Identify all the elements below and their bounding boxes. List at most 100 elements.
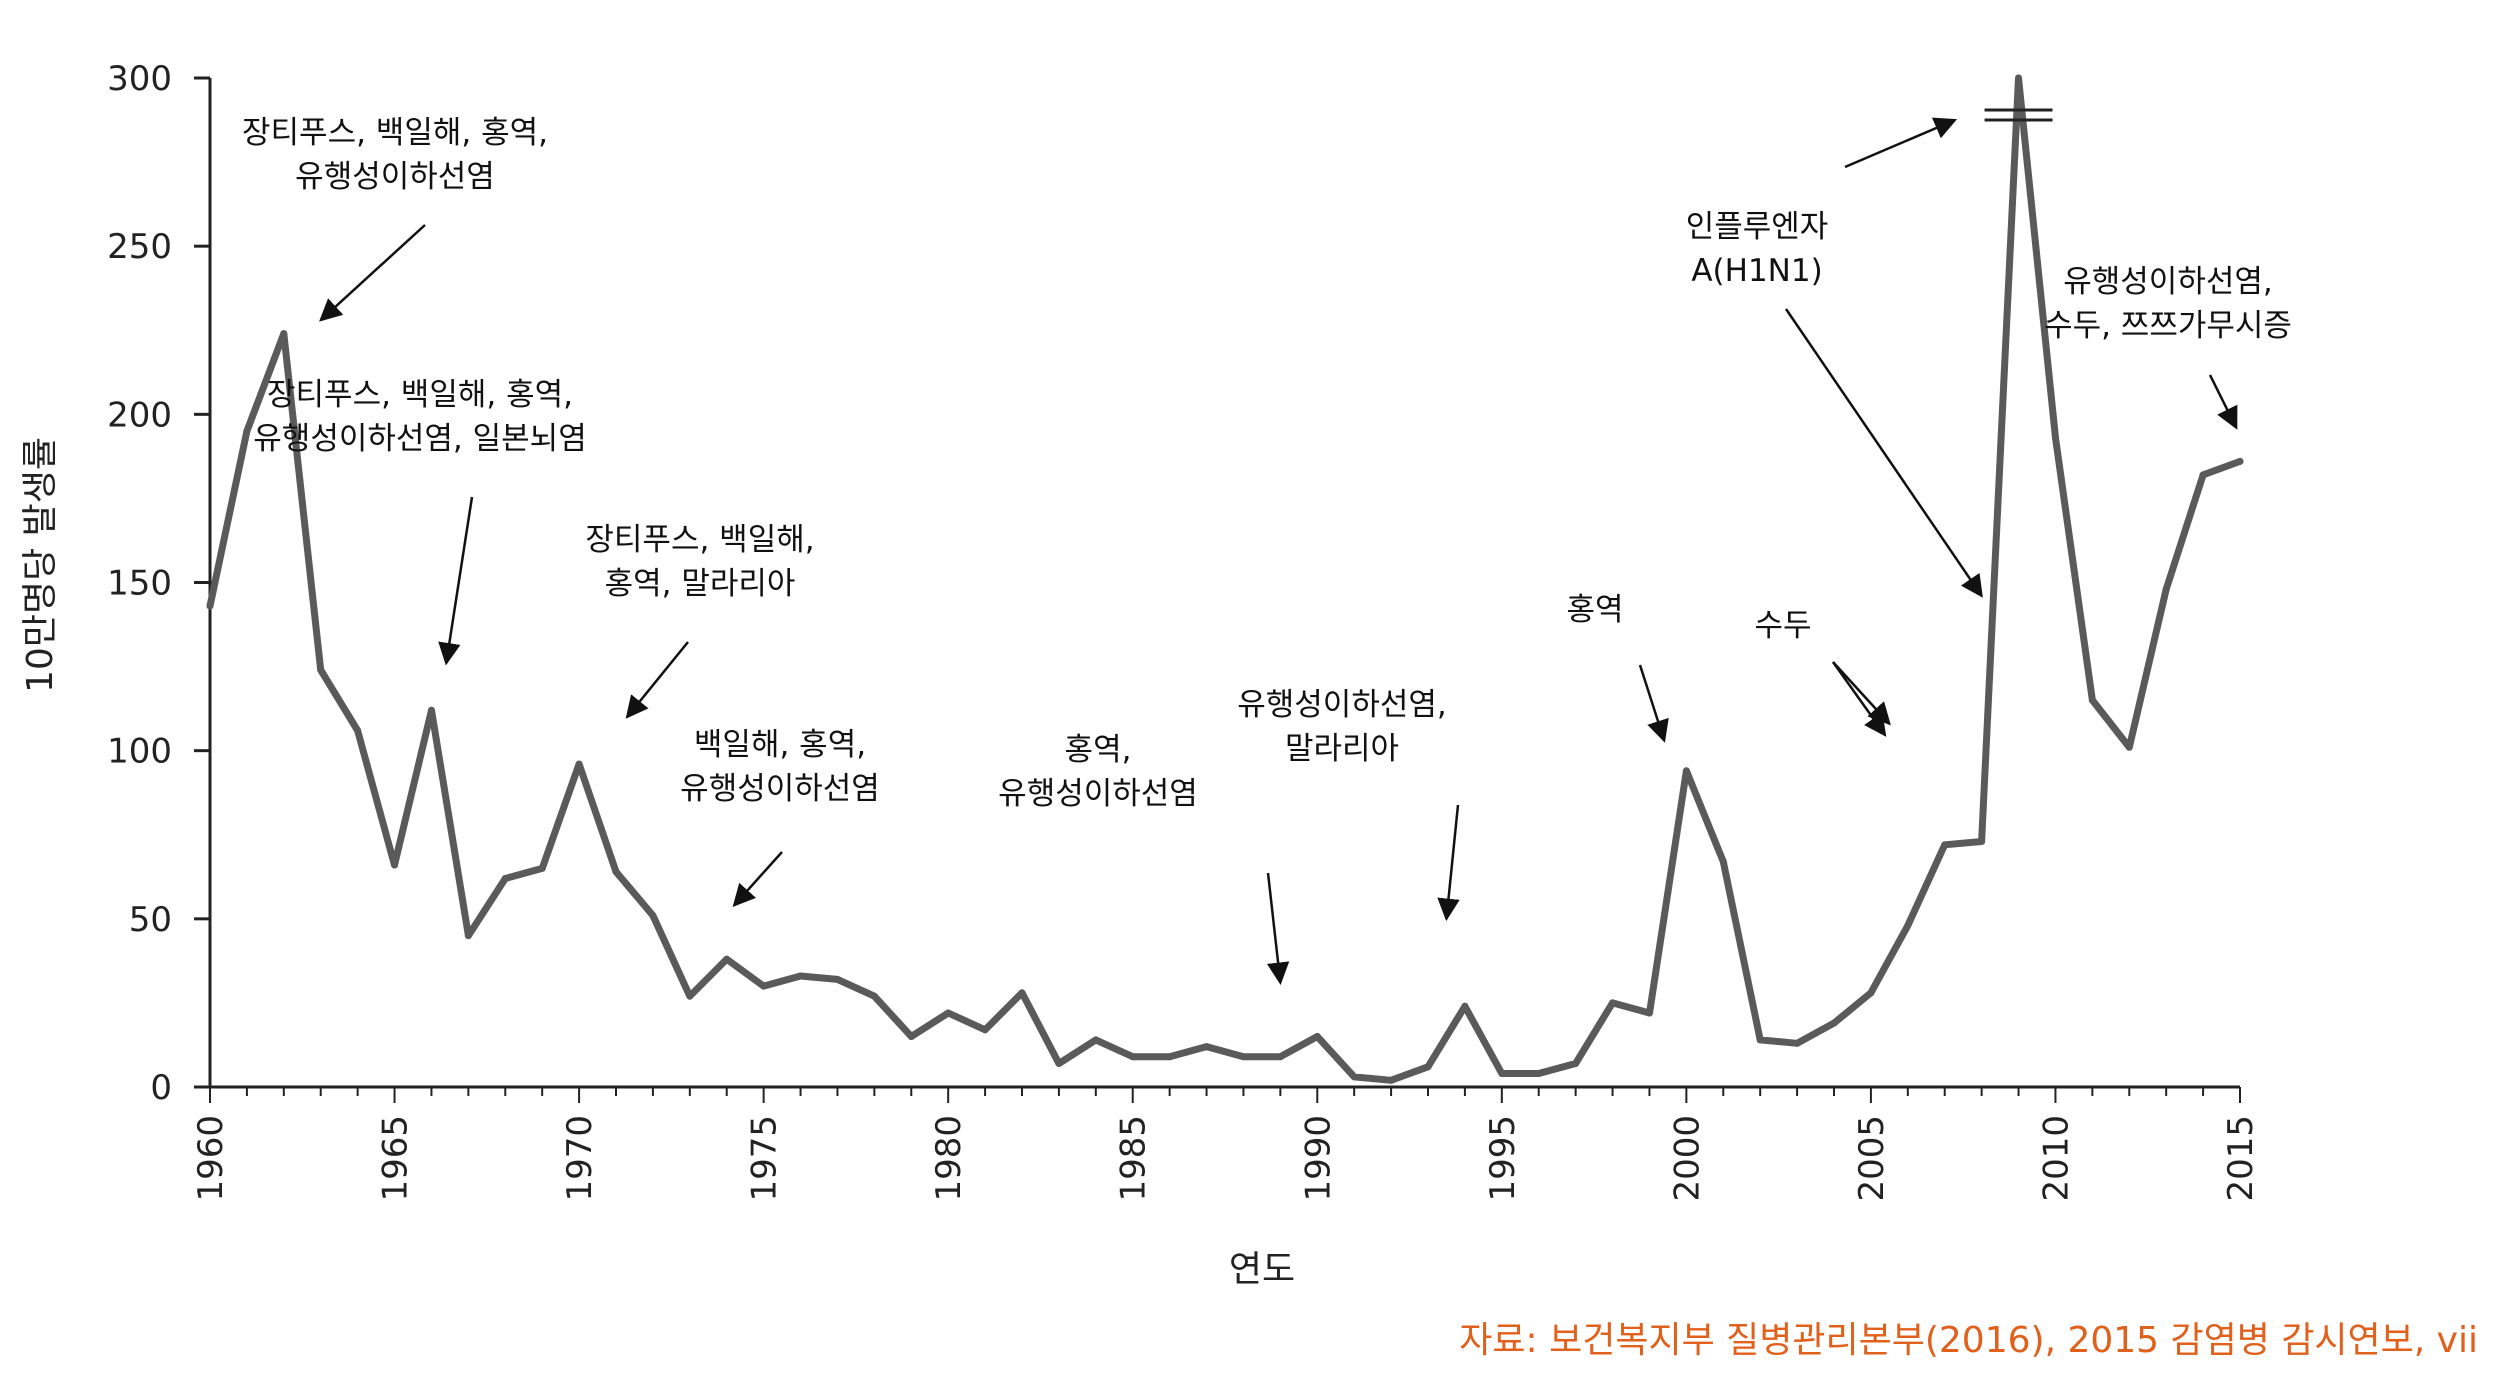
annotation-line: 백일해, 홍역, xyxy=(694,727,866,763)
annotation-line: 수두 xyxy=(1754,608,1811,644)
data-point xyxy=(1941,841,1949,849)
annotation-line: 장티푸스, 백일해, 홍역, xyxy=(267,377,573,413)
data-point xyxy=(1018,989,1026,997)
annotation-arrow xyxy=(1844,117,1958,169)
annotation-label: 유행성이하선염, 수두, 쯔쯔가무시증 xyxy=(2044,264,2292,344)
annotation-arrow xyxy=(438,496,474,666)
data-point xyxy=(427,706,435,714)
x-tick-label: 1975 xyxy=(745,1115,785,1202)
annotation-label: 백일해, 홍역, 유행성이하선염 xyxy=(680,727,880,807)
x-tick-label: 1960 xyxy=(191,1115,231,1202)
x-tick-label: 2005 xyxy=(1852,1115,1892,1202)
data-point xyxy=(206,602,214,610)
y-axis: 0 50 100 150 200 250 300 xyxy=(107,59,212,1108)
data-point xyxy=(280,330,288,338)
data-point xyxy=(317,666,325,674)
data-point xyxy=(391,861,399,869)
data-point xyxy=(1055,1059,1063,1067)
source-note: 자료: 보건복지부 질병관리본부(2016), 2015 감염병 감시연보, v… xyxy=(1459,1320,2478,1361)
annotation-line: 말라리아 xyxy=(1285,731,1399,767)
data-point xyxy=(1830,1019,1838,1027)
data-point xyxy=(1572,1059,1580,1067)
data-point xyxy=(354,726,362,734)
annotation: 장티푸스, 백일해, 홍역, 유행성이하선염, 일본뇌염 xyxy=(253,377,587,666)
x-tick-label: 1970 xyxy=(560,1115,600,1202)
y-axis-title: 10만명당 발생률 xyxy=(20,437,61,693)
annotation-label: 장티푸스, 백일해, 홍역, 말라리아 xyxy=(585,522,814,602)
data-point xyxy=(2015,74,2023,82)
x-tick-label: 2015 xyxy=(2221,1115,2261,1202)
annotation: 유행성이하선염, 수두, 쯔쯔가무시증 xyxy=(2044,264,2292,430)
x-tick-label: 1990 xyxy=(1298,1115,1338,1202)
annotation: 백일해, 홍역, 유행성이하선염 xyxy=(680,727,880,908)
annotation-label: 인플루엔자 A(H1N1) xyxy=(1686,209,1829,289)
annotation-line: 유행성이하선염, xyxy=(1237,687,1447,723)
x-axis: 1960 1965 1970 1975 1980 1985 1990 1995 2000 2005… xyxy=(191,1085,2261,1202)
y-tick-label: 50 xyxy=(129,900,172,940)
y-tick-label: 200 xyxy=(107,395,172,435)
annotation-line: 유행성이하선염, 일본뇌염 xyxy=(253,421,586,457)
data-point xyxy=(612,868,620,876)
series-line xyxy=(206,74,2244,1084)
annotation-arrow xyxy=(1831,661,1887,737)
annotation-line: 유행성이하선염 xyxy=(295,159,495,195)
data-point xyxy=(1867,989,1875,997)
annotation-line: 홍역, 말라리아 xyxy=(605,566,796,602)
annotation: 유행성이하선염, 말라리아 xyxy=(1237,687,1460,922)
y-tick-label: 0 xyxy=(150,1068,172,1108)
annotation-arrow xyxy=(625,641,689,719)
data-point xyxy=(2088,696,2096,704)
annotation-label: 수두 xyxy=(1754,608,1811,644)
data-point xyxy=(1313,1033,1321,1041)
annotation-label: 유행성이하선염, 말라리아 xyxy=(1237,687,1447,767)
annotation-label: 장티푸스, 백일해, 홍역, 유행성이하선염, 일본뇌염 xyxy=(253,377,586,457)
data-point xyxy=(1387,1076,1395,1084)
data-point xyxy=(723,955,731,963)
data-point xyxy=(1682,767,1690,775)
data-point xyxy=(1609,999,1617,1007)
data-point xyxy=(760,982,768,990)
annotation-arrow xyxy=(1832,661,1891,726)
data-point xyxy=(1129,1053,1137,1061)
annotation-arrow xyxy=(1638,664,1669,743)
annotation-line: 유행성이하선염 xyxy=(998,776,1198,812)
series-layer xyxy=(206,74,2244,1084)
annotation-line: 수두, 쯔쯔가무시증 xyxy=(2044,308,2292,344)
annotation: 홍역, 유행성이하선염 xyxy=(998,732,1290,985)
annotation-line: 홍역 xyxy=(1566,592,1623,628)
data-point xyxy=(1756,1036,1764,1044)
data-point xyxy=(1645,1009,1653,1017)
x-axis-title: 연도 xyxy=(1229,1249,1295,1290)
data-point xyxy=(575,760,583,768)
x-tick-label: 1965 xyxy=(376,1115,416,1202)
data-point xyxy=(870,992,878,1000)
annotation-arrow xyxy=(1437,804,1460,922)
annotation-line: A(H1N1) xyxy=(1691,253,1822,289)
annotation-label: 홍역 xyxy=(1566,592,1623,628)
data-point xyxy=(2125,743,2133,751)
annotation-arrow xyxy=(1266,872,1290,985)
annotation-line: 유행성이하선염, xyxy=(2063,264,2273,300)
x-tick-label: 2000 xyxy=(1667,1115,1707,1202)
data-point xyxy=(2199,471,2207,479)
annotation-line: 유행성이하선염 xyxy=(680,771,880,807)
annotation-arrow xyxy=(1784,308,1983,598)
data-point xyxy=(833,975,841,983)
data-point xyxy=(1424,1063,1432,1071)
annotation-line: 홍역, xyxy=(1065,732,1132,768)
data-point xyxy=(2051,434,2059,442)
data-point xyxy=(1535,1070,1543,1078)
annotation-arrow xyxy=(319,224,426,322)
data-point xyxy=(538,864,546,872)
data-point xyxy=(1904,922,1912,930)
x-tick-label: 1980 xyxy=(929,1115,969,1202)
data-point xyxy=(1203,1043,1211,1051)
data-point xyxy=(797,972,805,980)
data-point xyxy=(243,427,251,435)
data-point xyxy=(1092,1036,1100,1044)
x-tick-label: 1995 xyxy=(1483,1115,1523,1202)
axis-break-layer xyxy=(1984,108,2053,122)
data-point xyxy=(649,911,657,919)
y-tick-label: 250 xyxy=(107,227,172,267)
